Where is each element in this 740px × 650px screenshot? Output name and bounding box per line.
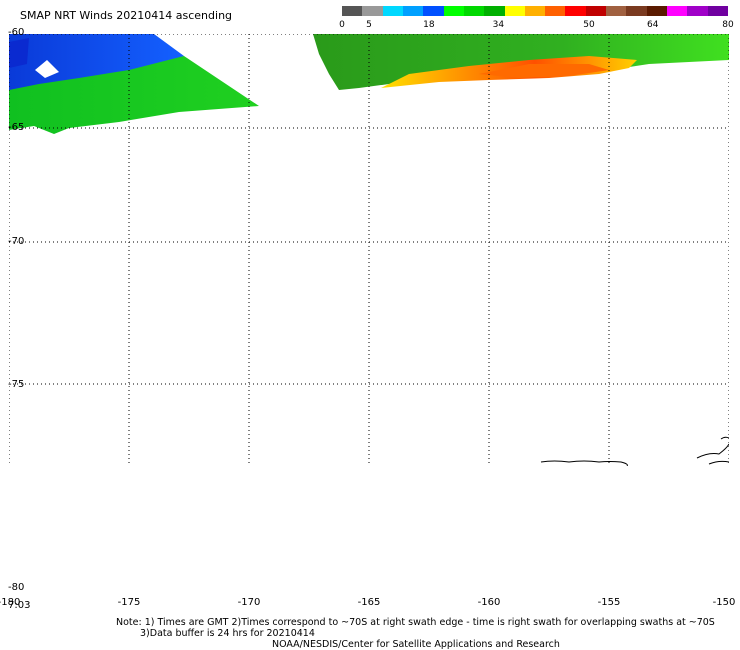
lat-label-75: -75	[8, 379, 25, 390]
colorbar-label: 64	[646, 20, 659, 30]
colorbar-segment	[443, 6, 464, 16]
colorbar-segment	[667, 6, 688, 16]
wind-speed-colorbar	[342, 6, 728, 16]
colorbar-segment	[687, 6, 708, 16]
footnote-credit: NOAA/NESDIS/Center for Satellite Applica…	[272, 639, 560, 650]
colorbar-segment	[524, 6, 546, 16]
colorbar-segment	[545, 6, 566, 16]
colorbar-segment	[484, 6, 505, 16]
footnote-1: Note: 1) Times are GMT 2)Times correspon…	[116, 617, 715, 628]
colorbar-segment	[626, 6, 647, 16]
colorbar-label: 34	[492, 20, 505, 30]
colorbar-segment	[565, 6, 586, 16]
wind-map	[9, 34, 729, 466]
swath-time-label: 7:03	[8, 600, 31, 611]
colorbar-segment	[504, 6, 525, 16]
colorbar-segment	[423, 6, 444, 16]
lon-label-160: -160	[477, 597, 501, 608]
colorbar-segment	[402, 6, 424, 16]
colorbar-label: 0	[339, 20, 345, 30]
wind-swath-left	[9, 34, 259, 134]
swath-left-blue	[9, 34, 184, 90]
colorbar-segment	[342, 6, 363, 16]
lon-label-165: -165	[357, 597, 381, 608]
colorbar-segment	[362, 6, 383, 16]
wind-swath-right	[313, 34, 729, 90]
lat-label-70: -70	[8, 236, 25, 247]
colorbar-segment	[463, 6, 485, 16]
colorbar-label: 5	[366, 20, 372, 30]
graticule	[9, 34, 729, 466]
lon-label-180: -180	[0, 597, 21, 608]
lat-label-80: -80	[8, 582, 25, 593]
lat-label-60: -60	[8, 27, 25, 38]
lon-label-175: -175	[117, 597, 141, 608]
colorbar-label: 50	[583, 20, 595, 30]
map-title: SMAP NRT Winds 20210414 ascending	[20, 9, 233, 22]
colorbar-segment	[606, 6, 627, 16]
lat-label-65: -65	[8, 122, 25, 133]
footnote-2: 3)Data buffer is 24 hrs for 20210414	[140, 628, 315, 639]
lon-label-150: -150	[712, 597, 736, 608]
coastline	[540, 436, 729, 466]
colorbar-label: 18	[423, 20, 435, 30]
swath-left-blue-core	[9, 38, 29, 68]
colorbar-segment	[585, 6, 607, 16]
lon-label-170: -170	[237, 597, 261, 608]
swath-left-gap	[35, 60, 59, 78]
colorbar-segment	[646, 6, 667, 16]
colorbar-segment	[382, 6, 403, 16]
lon-label-155: -155	[597, 597, 621, 608]
swath-right-orange-core	[479, 64, 609, 78]
colorbar-segment	[707, 6, 728, 16]
colorbar-label: 80	[722, 20, 734, 30]
